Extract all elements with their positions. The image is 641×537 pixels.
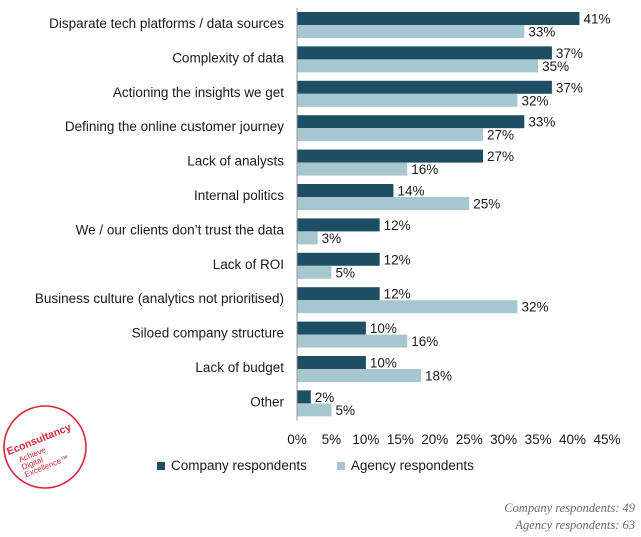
category-label: Lack of analysts	[187, 154, 284, 169]
x-tick-label: 10%	[352, 432, 379, 447]
bar-company	[297, 80, 552, 94]
legend-label-agency: Agency respondents	[350, 458, 474, 473]
category-label: Lack of ROI	[213, 257, 284, 272]
value-label-agency: 3%	[322, 231, 342, 246]
x-tick-label: 35%	[525, 432, 552, 447]
category-label: Other	[250, 394, 284, 409]
note-agency: Agency respondents: 63	[515, 518, 635, 532]
value-label-company: 27%	[487, 149, 514, 164]
x-tick-label: 0%	[287, 432, 307, 447]
bar-company	[297, 356, 366, 369]
category-label: Defining the online customer journey	[65, 119, 284, 134]
legend: Company respondents Agency respondents	[157, 458, 474, 473]
bar-agency	[297, 197, 470, 210]
value-label-company: 12%	[384, 218, 411, 233]
bar-agency	[297, 403, 332, 417]
value-label-agency: 27%	[487, 128, 514, 143]
value-label-company: 12%	[384, 252, 411, 267]
x-tick-label: 25%	[456, 432, 483, 447]
x-tick-label: 45%	[593, 432, 620, 447]
value-label-agency: 25%	[473, 197, 500, 212]
x-axis-ticks: 0% 5% 10% 15% 20% 25% 30% 35% 40% 45%	[287, 432, 620, 447]
value-label-company: 37%	[556, 46, 583, 61]
value-label-agency: 32%	[521, 300, 548, 315]
bar-company	[297, 218, 380, 232]
note-company: Company respondents: 49	[504, 501, 635, 515]
legend-swatch-agency	[336, 461, 345, 470]
bar-company	[297, 46, 552, 60]
bar-agency	[297, 93, 518, 107]
value-label-agency: 5%	[335, 265, 355, 280]
bar-agency	[297, 59, 539, 73]
bar-company	[297, 184, 394, 197]
bar-company	[297, 12, 580, 25]
bar-agency	[297, 369, 421, 382]
bar-agency	[297, 231, 318, 245]
bar-company	[297, 390, 311, 404]
value-label-company: 41%	[583, 12, 610, 27]
bar-agency	[297, 25, 525, 38]
value-label-company: 12%	[384, 287, 411, 302]
bar-company	[297, 115, 525, 129]
x-tick-label: 40%	[559, 432, 586, 447]
bar-company	[297, 321, 366, 335]
value-label-agency: 32%	[521, 93, 548, 108]
econsultancy-logo: Econsultancy Achieve Digital Excellence™	[3, 405, 87, 489]
value-label-agency: 18%	[425, 369, 452, 384]
value-label-company: 2%	[315, 390, 335, 405]
value-label-agency: 16%	[411, 162, 438, 177]
bar-agency	[297, 334, 408, 348]
value-label-agency: 5%	[335, 403, 355, 418]
x-tick-label: 30%	[490, 432, 517, 447]
bar-agency	[297, 128, 483, 142]
category-label: Complexity of data	[172, 50, 284, 65]
value-label-company: 10%	[370, 321, 397, 336]
bar-agency	[297, 300, 518, 314]
value-label-company: 33%	[528, 115, 555, 130]
legend-item-company: Company respondents	[157, 458, 307, 473]
value-label-agency: 33%	[528, 25, 555, 40]
category-label: We / our clients don’t trust the data	[76, 222, 285, 237]
bars-group: Disparate tech platforms / data sources 4…	[35, 12, 611, 418]
value-label-agency: 16%	[411, 334, 438, 349]
legend-label-company: Company respondents	[171, 458, 307, 473]
sample-size-notes: Company respondents: 49 Agency responden…	[504, 500, 635, 534]
category-label: Lack of budget	[195, 360, 284, 375]
bar-agency	[297, 265, 332, 279]
category-label: Business culture (analytics not prioriti…	[35, 291, 284, 306]
legend-swatch-company	[157, 461, 165, 470]
category-label: Actioning the insights we get	[113, 85, 284, 100]
category-label: Disparate tech platforms / data sources	[49, 16, 284, 31]
bar-company	[297, 252, 380, 266]
value-label-company: 37%	[556, 80, 583, 95]
category-label: Internal politics	[194, 188, 284, 203]
value-label-company: 10%	[370, 356, 397, 371]
legend-item-agency: Agency respondents	[336, 458, 474, 473]
value-label-company: 14%	[397, 184, 424, 199]
x-tick-label: 5%	[322, 432, 342, 447]
logo-circle	[3, 405, 87, 489]
value-label-agency: 35%	[542, 59, 569, 74]
bar-company	[297, 287, 380, 301]
bar-company	[297, 149, 483, 163]
x-tick-label: 20%	[421, 432, 448, 447]
bar-agency	[297, 162, 408, 176]
category-label: Siloed company structure	[132, 326, 284, 341]
x-tick-label: 15%	[387, 432, 414, 447]
